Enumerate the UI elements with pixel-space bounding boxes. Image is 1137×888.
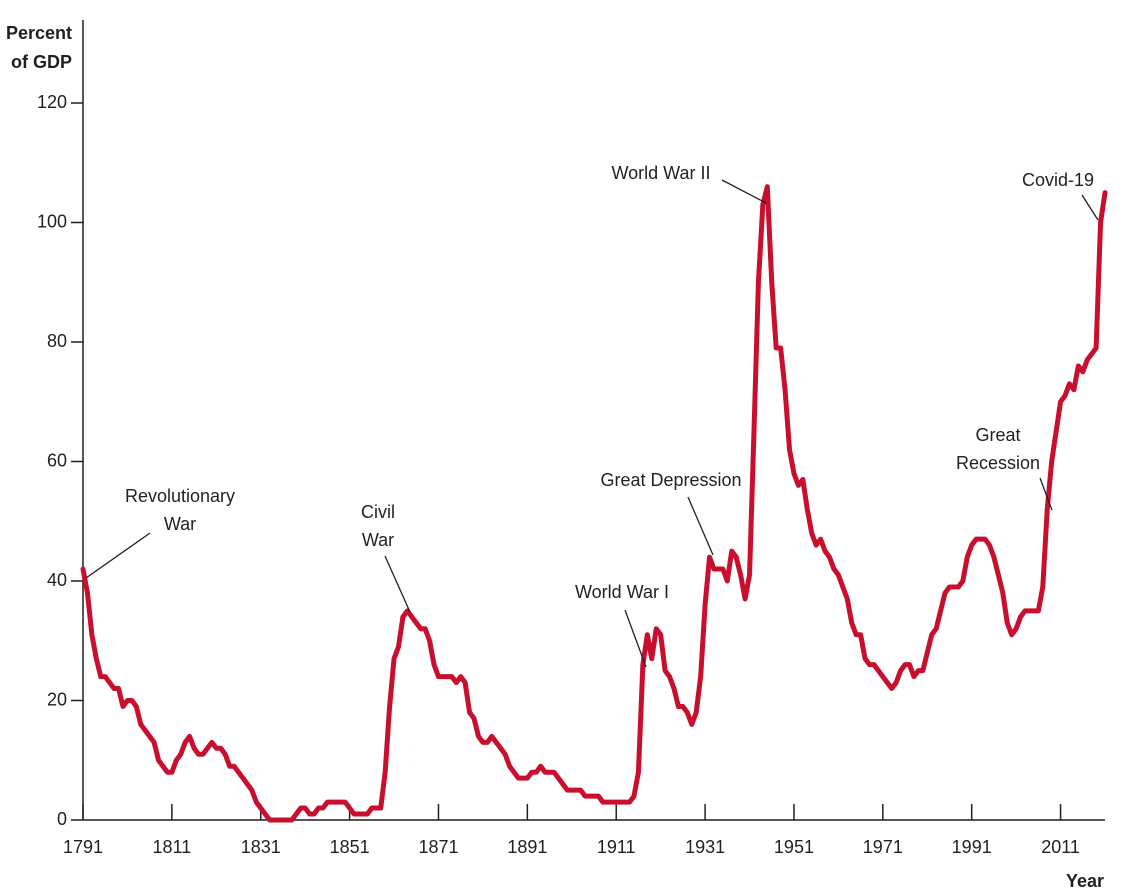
annotation-pointer xyxy=(687,496,714,556)
y-tick-label: 100 xyxy=(37,211,67,231)
annotation-pointer xyxy=(384,555,411,613)
x-tick-label: 2011 xyxy=(1041,837,1080,857)
annotation: Great Depression xyxy=(600,470,741,490)
x-tick-label: 1891 xyxy=(507,837,547,857)
annotation: Recession xyxy=(956,453,1040,473)
annotation: Covid-19 xyxy=(1022,170,1094,190)
x-tick-label: 1931 xyxy=(685,837,725,857)
x-axis-label: Year xyxy=(1066,871,1104,888)
annotation: World War II xyxy=(611,163,710,183)
data-line xyxy=(80,184,1108,823)
x-tick-label: 1911 xyxy=(597,837,636,857)
y-tick-label: 20 xyxy=(47,689,67,709)
x-tick-label: 1951 xyxy=(774,837,814,857)
annotation-pointer xyxy=(721,179,767,204)
annotation: Revolutionary xyxy=(125,486,235,506)
x-tick-label: 1991 xyxy=(952,837,992,857)
x-tick-label: 1971 xyxy=(863,837,903,857)
annotation: World War I xyxy=(575,582,669,602)
annotation: Great xyxy=(975,425,1020,445)
annotation-pointer xyxy=(624,609,647,668)
annotation: War xyxy=(362,530,394,550)
annotation-pointer xyxy=(1081,194,1099,221)
annotation-pointer xyxy=(85,532,151,579)
annotation: War xyxy=(164,514,196,534)
y-axis-label: of GDP xyxy=(11,52,72,72)
y-tick-label: 60 xyxy=(47,450,67,470)
annotation-pointer xyxy=(1039,477,1053,511)
x-tick-label: 1851 xyxy=(330,837,370,857)
y-tick-label: 80 xyxy=(47,331,67,351)
x-tick-label: 1871 xyxy=(418,837,458,857)
x-tick-label: 1811 xyxy=(153,837,192,857)
y-tick-label: 0 xyxy=(57,809,67,829)
y-tick-label: 120 xyxy=(37,92,67,112)
annotation: Civil xyxy=(361,502,395,522)
x-tick-label: 1831 xyxy=(241,837,281,857)
y-axis-label: Percent xyxy=(6,23,72,43)
x-tick-label: 1791 xyxy=(63,837,103,857)
y-tick-label: 40 xyxy=(47,570,67,590)
